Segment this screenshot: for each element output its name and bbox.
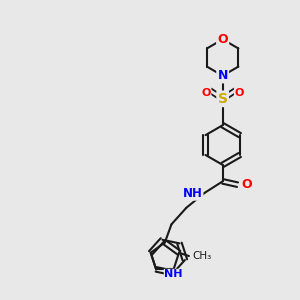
- Text: O: O: [235, 88, 244, 98]
- Text: O: O: [202, 88, 211, 98]
- Text: NH: NH: [183, 187, 203, 200]
- Text: CH₃: CH₃: [192, 251, 212, 261]
- Text: S: S: [218, 92, 228, 106]
- Text: NH: NH: [164, 269, 183, 279]
- Text: O: O: [242, 178, 252, 191]
- Text: N: N: [218, 69, 228, 82]
- Text: O: O: [217, 33, 228, 46]
